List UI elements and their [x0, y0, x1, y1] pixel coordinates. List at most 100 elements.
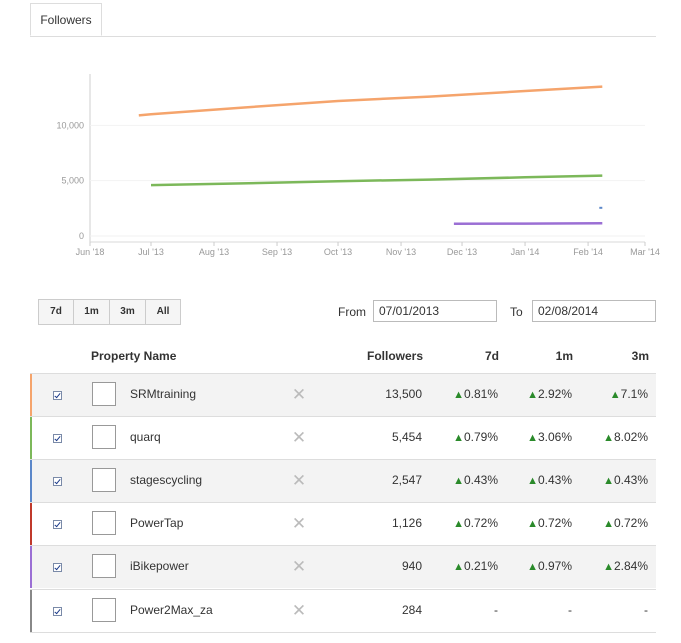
x-tick-label: Sep '13 [262, 247, 292, 257]
remove-icon[interactable]: ✕ [291, 471, 307, 490]
x-tick-label: Mar '14 [630, 247, 660, 257]
row-checkbox[interactable] [53, 520, 62, 529]
from-label: From [338, 305, 366, 319]
range-3m-button[interactable]: 3m [109, 299, 145, 325]
followers-count: 2,547 [391, 473, 422, 487]
tab-followers[interactable]: Followers [30, 3, 102, 36]
table-row: SRMtraining ✕ 13,500 ▲0.81% ▲2.92% ▲7.1% [30, 373, 656, 416]
table-row: stagescycling ✕ 2,547 ▲0.43% ▲0.43% ▲0.43% [30, 459, 656, 502]
row-checkbox[interactable] [53, 434, 62, 443]
header-3m[interactable]: 3m [631, 349, 649, 363]
property-name[interactable]: PowerTap [130, 516, 184, 530]
remove-icon[interactable]: ✕ [291, 601, 307, 620]
change-3m: - [644, 603, 648, 617]
change-1m: ▲0.72% [527, 516, 572, 530]
table-bottom-border [30, 632, 656, 633]
row-color-accent [30, 374, 32, 416]
row-checkbox[interactable] [53, 563, 62, 572]
row-checkbox[interactable] [53, 607, 62, 616]
ibike-logo-icon [92, 554, 116, 578]
change-1m: ▲0.97% [527, 559, 572, 573]
change-7d: - [494, 603, 498, 617]
series-line [453, 221, 603, 226]
table-row: iBikepower ✕ 940 ▲0.21% ▲0.97% ▲2.84% [30, 545, 656, 588]
power2max-logo-icon [92, 598, 116, 622]
up-arrow-icon: ▲ [453, 432, 464, 444]
change-3m: ▲7.1% [609, 387, 648, 401]
row-checkbox[interactable] [53, 391, 62, 400]
header-7d[interactable]: 7d [484, 349, 499, 363]
property-name[interactable]: iBikepower [130, 559, 189, 573]
change-7d: ▲0.81% [453, 387, 498, 401]
followers-count: 5,454 [391, 430, 422, 444]
y-tick-label: 5,000 [61, 176, 84, 186]
x-tick-label: Jan '14 [511, 247, 540, 257]
change-3m: ▲0.72% [603, 516, 648, 530]
range-all-button[interactable]: All [145, 299, 181, 325]
remove-icon[interactable]: ✕ [291, 385, 307, 404]
followers-count: 13,500 [385, 387, 422, 401]
property-name[interactable]: quarq [130, 430, 161, 444]
change-3m: ▲2.84% [603, 559, 648, 573]
y-tick-label: 10,000 [56, 120, 84, 130]
up-arrow-icon: ▲ [603, 518, 614, 530]
remove-icon[interactable]: ✕ [291, 557, 307, 576]
row-color-accent [30, 417, 32, 459]
x-tick-label: Oct '13 [324, 247, 352, 257]
stages-logo-icon [92, 468, 116, 492]
up-arrow-icon: ▲ [527, 475, 538, 487]
quarq-logo-icon [92, 425, 116, 449]
change-1m: - [568, 603, 572, 617]
up-arrow-icon: ▲ [603, 561, 614, 573]
property-name[interactable]: stagescycling [130, 473, 203, 487]
tab-bar: Followers [30, 0, 656, 37]
up-arrow-icon: ▲ [453, 389, 464, 401]
up-arrow-icon: ▲ [527, 561, 538, 573]
series-line [138, 85, 603, 117]
series-line [150, 174, 603, 187]
change-1m: ▲0.43% [527, 473, 572, 487]
from-date-input[interactable]: 07/01/2013 [373, 300, 497, 322]
change-3m: ▲0.43% [603, 473, 648, 487]
srm-logo-icon [92, 382, 116, 406]
table-row: Power2Max_za ✕ 284 - - - [30, 589, 656, 632]
row-color-accent [30, 546, 32, 588]
up-arrow-icon: ▲ [603, 475, 614, 487]
remove-icon[interactable]: ✕ [291, 514, 307, 533]
table-row: quarq ✕ 5,454 ▲0.79% ▲3.06% ▲8.02% [30, 416, 656, 459]
up-arrow-icon: ▲ [527, 389, 538, 401]
remove-icon[interactable]: ✕ [291, 428, 307, 447]
change-3m: ▲8.02% [603, 430, 648, 444]
y-tick-label: 0 [79, 231, 84, 241]
x-axis-labels: Jun '18 Jul '13 Aug '13 Sep '13 Oct '13 Nov '… [76, 247, 660, 257]
header-followers[interactable]: Followers [366, 349, 423, 363]
up-arrow-icon: ▲ [603, 432, 614, 444]
followers-count: 940 [401, 559, 422, 573]
change-7d: ▲0.43% [453, 473, 498, 487]
to-label: To [510, 305, 523, 319]
series-lines [138, 85, 603, 226]
x-tick-label: Nov '13 [386, 247, 416, 257]
y-axis-labels: 0 5,000 10,000 [56, 120, 84, 241]
row-color-accent [30, 503, 32, 545]
x-tick-label: Jul '13 [138, 247, 164, 257]
up-arrow-icon: ▲ [527, 432, 538, 444]
up-arrow-icon: ▲ [609, 389, 621, 401]
header-1m[interactable]: 1m [555, 349, 573, 363]
property-name[interactable]: Power2Max_za [130, 603, 213, 617]
to-date-input[interactable]: 02/08/2014 [532, 300, 656, 322]
followers-count: 284 [401, 603, 422, 617]
range-button-group: 7d 1m 3m All [38, 299, 181, 325]
table-row: PowerTap ✕ 1,126 ▲0.72% ▲0.72% ▲0.72% [30, 502, 656, 545]
range-1m-button[interactable]: 1m [73, 299, 109, 325]
range-7d-button[interactable]: 7d [38, 299, 73, 325]
row-color-accent [30, 590, 32, 632]
up-arrow-icon: ▲ [453, 518, 464, 530]
property-name[interactable]: SRMtraining [130, 387, 197, 401]
header-property-name[interactable]: Property Name [91, 349, 177, 363]
up-arrow-icon: ▲ [527, 518, 538, 530]
up-arrow-icon: ▲ [453, 475, 464, 487]
x-tick-label: Jun '18 [76, 247, 105, 257]
row-checkbox[interactable] [53, 477, 62, 486]
x-tick-label: Aug '13 [199, 247, 229, 257]
